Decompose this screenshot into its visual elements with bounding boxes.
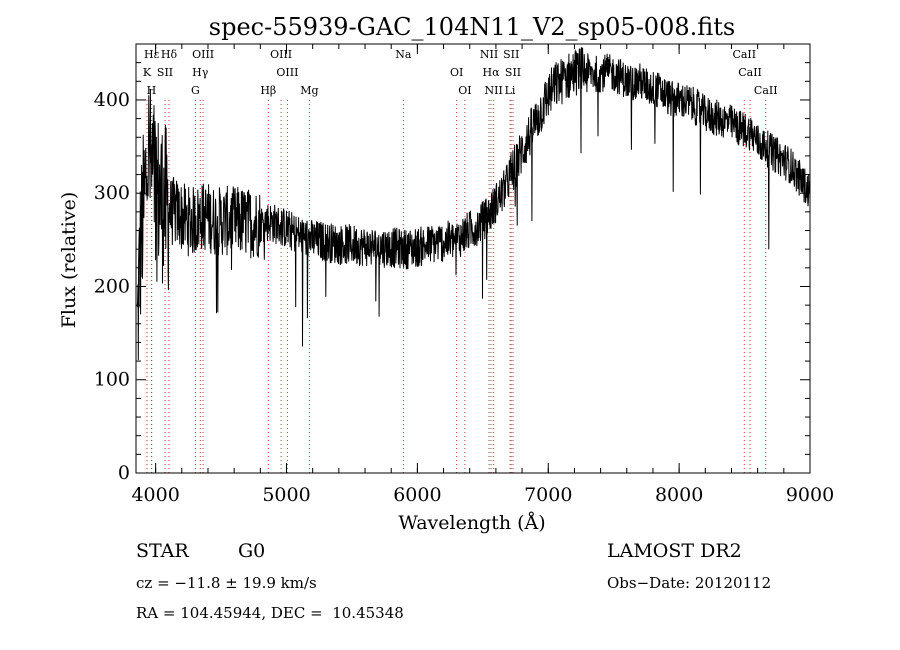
- x-tick-label: 9000: [786, 484, 834, 506]
- x-tick-label: 7000: [524, 484, 572, 506]
- line-label: Li: [505, 84, 516, 97]
- plot-frame: [135, 43, 811, 474]
- line-label: OIII: [270, 48, 292, 61]
- y-tick-label: 400: [94, 89, 130, 111]
- object-subclass: G0: [238, 540, 266, 562]
- line-label: OIII: [276, 66, 298, 79]
- x-tick-label: 4000: [131, 484, 179, 506]
- line-label: NII: [480, 48, 498, 61]
- line-label: SII: [503, 48, 519, 61]
- line-label: Mg: [300, 84, 318, 97]
- line-label: OI: [458, 84, 471, 97]
- x-tick-label: 6000: [393, 484, 441, 506]
- line-label: NII: [485, 84, 503, 97]
- redshift-text: cz = −11.8 ± 19.9 km/s: [136, 574, 317, 592]
- line-label: Hγ: [192, 66, 209, 79]
- obs-date-text: Obs−Date: 20120112: [607, 574, 772, 592]
- line-label: OI: [450, 66, 463, 79]
- y-axis-ticks: 0 100 200 300 400: [94, 62, 810, 484]
- survey-name: LAMOST DR2: [607, 540, 742, 562]
- spectral-line-labels: HεKHHδSIIGOIIIHγHβOIIIOIIIMgNaOIOINIIHαN…: [143, 48, 778, 97]
- line-label: CaII: [738, 66, 762, 79]
- spectrum-series-line: [136, 47, 811, 361]
- line-label: OIII: [192, 48, 214, 61]
- x-axis-label: Wavelength (Å): [398, 512, 545, 534]
- line-label: SII: [157, 66, 173, 79]
- line-label: CaII: [754, 84, 778, 97]
- x-axis-ticks: 4000 5000 6000 7000 8000 9000: [131, 44, 834, 506]
- line-label: Hα: [483, 66, 501, 79]
- y-tick-label: 0: [118, 462, 130, 484]
- y-tick-label: 200: [94, 275, 130, 297]
- chart-title: spec-55939-GAC_104N11_V2_sp05-008.fits: [209, 13, 735, 41]
- line-label: G: [191, 84, 200, 97]
- x-tick-label: 8000: [655, 484, 703, 506]
- y-axis-label: Flux (relative): [58, 192, 80, 329]
- line-label: Hβ: [260, 84, 276, 97]
- line-label: Hδ: [161, 48, 178, 61]
- line-label: CaII: [732, 48, 756, 61]
- line-label: SII: [505, 66, 521, 79]
- x-tick-label: 5000: [262, 484, 310, 506]
- y-tick-label: 100: [94, 369, 130, 391]
- line-label: Na: [395, 48, 412, 61]
- line-label: H: [147, 84, 157, 97]
- line-label: K: [143, 66, 152, 79]
- coordinates-text: RA = 104.45944, DEC = 10.45348: [136, 604, 404, 622]
- y-tick-label: 300: [94, 182, 130, 204]
- object-class: STAR: [136, 540, 189, 562]
- line-label: Hε: [144, 48, 160, 61]
